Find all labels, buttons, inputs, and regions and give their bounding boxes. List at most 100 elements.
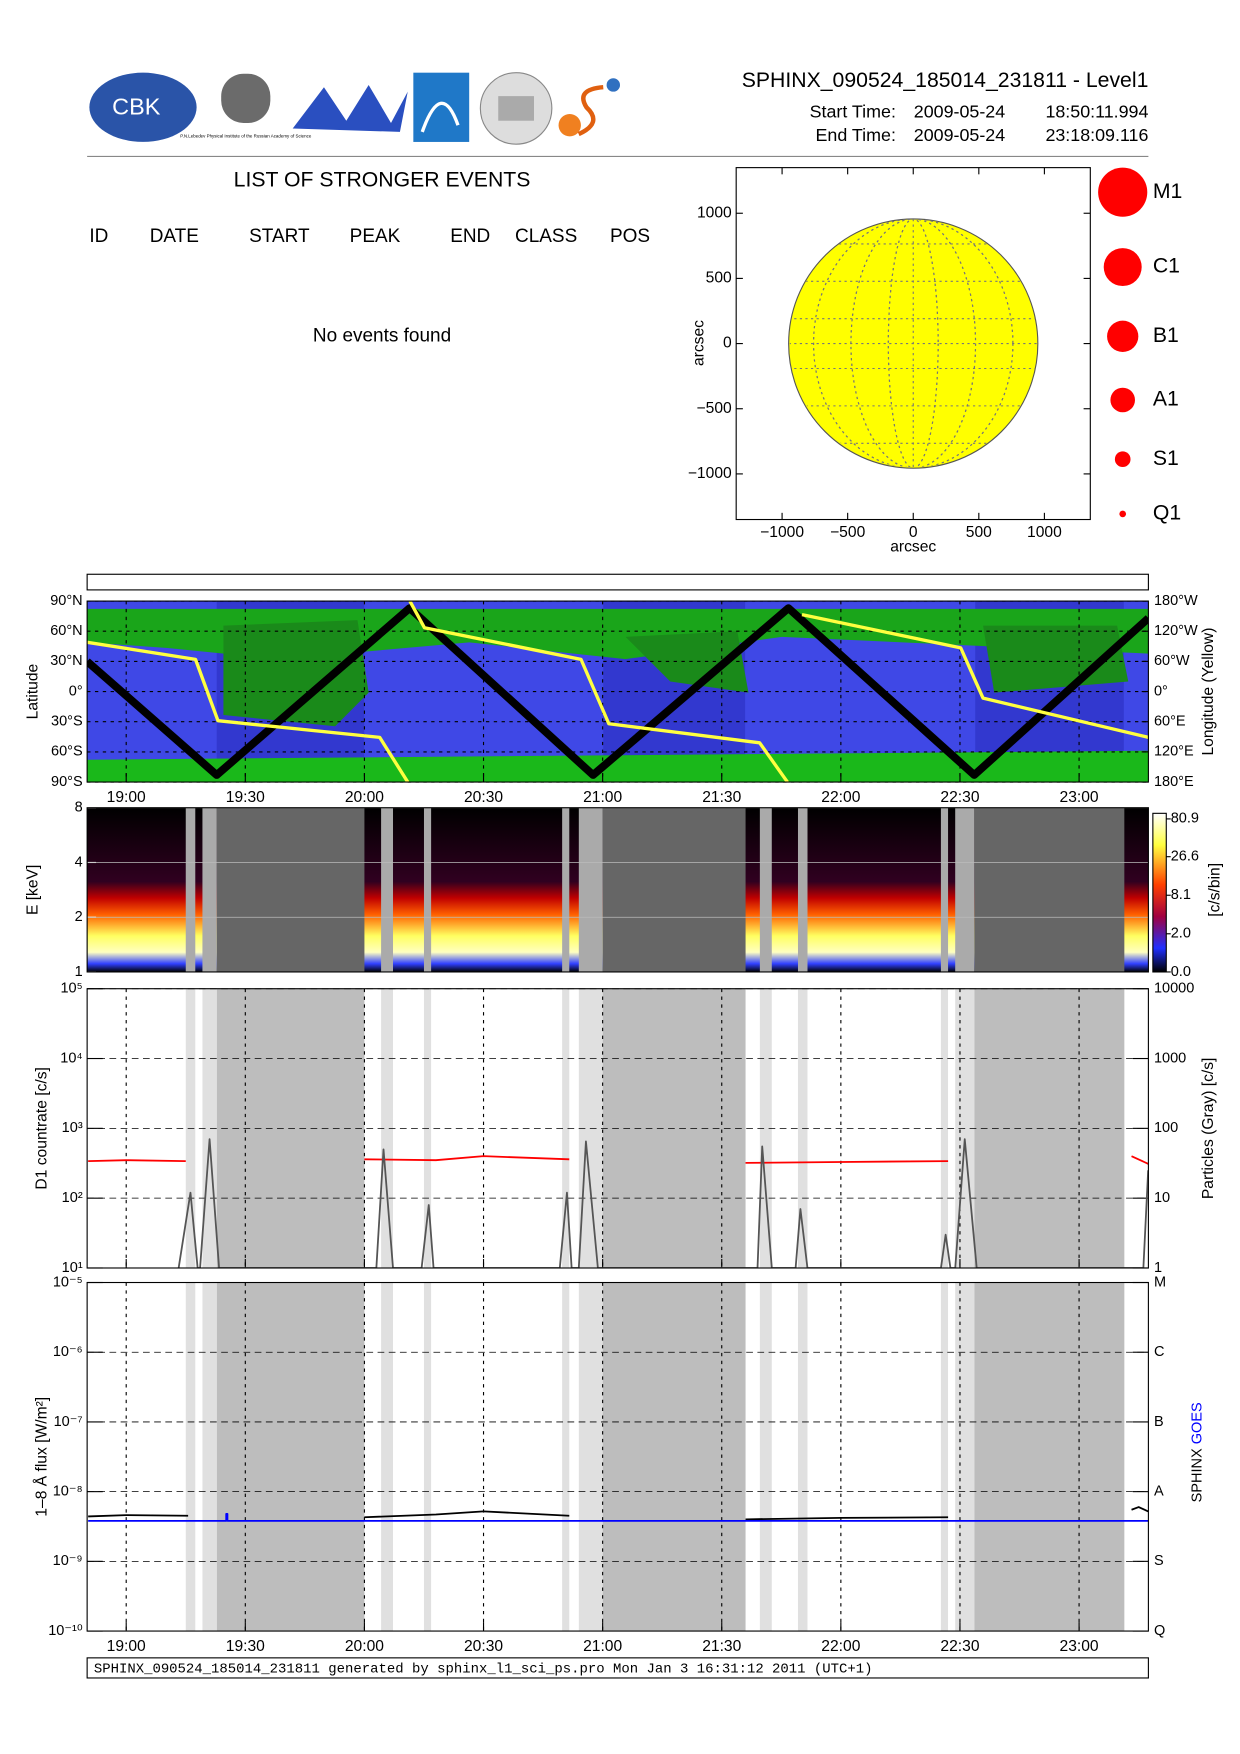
x-tick-label: 19:00: [107, 789, 146, 806]
data-gap: [423, 807, 432, 972]
legend-label: M1: [1153, 180, 1182, 203]
data-gap: [202, 1282, 217, 1632]
data-gap: [578, 1282, 603, 1632]
x-tick-label: 23:00: [1060, 789, 1099, 806]
y-tick-label: 10⁻¹⁰: [48, 1623, 83, 1639]
logo-4-arc: [420, 101, 460, 133]
y2-tick-label: 180°W: [1154, 593, 1198, 609]
data-gap: [216, 807, 365, 972]
column-header: DATE: [150, 226, 199, 247]
data-gap: [381, 1282, 394, 1632]
plot-frame: [86, 807, 1149, 973]
data-gap: [974, 1282, 1125, 1632]
data-gap: [185, 807, 196, 972]
y-tick-label: 10⁻⁹: [53, 1553, 83, 1569]
x-tick-label: 19:30: [226, 1638, 265, 1655]
plot-frame: [86, 1281, 1149, 1632]
data-gap: [602, 1282, 746, 1632]
y2-tick-label: S: [1154, 1553, 1164, 1569]
logo-5-building: [498, 96, 534, 121]
data-gap: [185, 1282, 196, 1632]
y2-tick-label: C: [1154, 1344, 1164, 1360]
x-tick-label: 0: [909, 524, 918, 541]
colorbar: [1152, 812, 1167, 973]
column-header: START: [249, 226, 310, 247]
y-tick-label: 10⁻⁸: [53, 1483, 83, 1499]
x-tick-label: 20:00: [345, 1638, 384, 1655]
data-gap: [202, 807, 217, 972]
data-line: [88, 1512, 1149, 1522]
logos: CBK P.N.Lebedev Physical Institute of th…: [89, 72, 620, 145]
plot-frame: [86, 988, 1149, 1269]
y-tick-label: 8: [75, 800, 83, 816]
colorbar-tick-label: 8.1: [1171, 887, 1191, 903]
data-gap: [216, 1282, 365, 1632]
legend-label: C1: [1153, 255, 1180, 278]
y-tick-label: 1000: [697, 204, 732, 221]
disk-grid: [789, 219, 1038, 468]
y-axis-label: E [keV]: [25, 865, 42, 915]
y-tick-label: 500: [706, 270, 732, 287]
legend-marker: [1110, 387, 1135, 413]
legend-label: B1: [1153, 324, 1179, 347]
x-tick-label: 22:00: [821, 1638, 860, 1655]
data-gap: [955, 807, 975, 972]
data-gap: [759, 1282, 772, 1632]
column-header: CLASS: [515, 226, 577, 247]
data-gap: [602, 807, 746, 972]
end-time: 23:18:09.116: [1045, 125, 1148, 145]
start-time: 18:50:11.994: [1045, 102, 1148, 122]
data-gap: [955, 1282, 975, 1632]
y-tick-label: 10⁵: [60, 981, 82, 997]
y2-tick-label: 0°: [1154, 683, 1168, 699]
y-tick-label: −1000: [688, 465, 732, 482]
data-gap: [423, 1282, 432, 1632]
y-axis-label: Latitude: [25, 664, 42, 720]
y-tick-label: 10³: [62, 1120, 83, 1136]
x-tick-label: 500: [966, 524, 992, 541]
data-gap: [759, 807, 772, 972]
data-gap: [381, 988, 394, 1268]
y-tick-label: 10⁻⁶: [53, 1344, 83, 1360]
end-label: End Time:: [816, 125, 896, 145]
y2-tick-label: 1000: [1154, 1050, 1186, 1066]
colorbar-tick-label: 80.9: [1171, 811, 1199, 827]
colorbar-tick-label: 2.0: [1171, 926, 1191, 942]
spacer: [1189, 1444, 1205, 1448]
cbk-text: CBK: [112, 94, 161, 120]
y-tick-label: 10⁻⁷: [54, 1414, 83, 1430]
y-tick-label: 10⁻⁵: [53, 1274, 83, 1290]
footer-box: [86, 1657, 1149, 1679]
y2-tick-label: B: [1154, 1414, 1164, 1430]
colorbar-label: [c/s/bin]: [1207, 863, 1224, 917]
data-gap: [974, 807, 1125, 972]
legend-label: A1: [1153, 388, 1179, 411]
column-header: END: [450, 226, 490, 247]
data-gap: [797, 807, 808, 972]
legend-marker: [1107, 320, 1139, 352]
y2-tick-label: 180°E: [1154, 774, 1194, 790]
x-tick-label: 22:30: [940, 1638, 979, 1655]
plot-frame: [86, 600, 1149, 783]
y-tick-label: 60°N: [50, 623, 82, 639]
x-tick-label: 23:00: [1060, 1638, 1099, 1655]
x-tick-label: 22:00: [821, 789, 860, 806]
y2-tick-label: M: [1154, 1274, 1166, 1290]
portrait: [221, 73, 271, 123]
y2-tick-label: 10000: [1154, 981, 1194, 997]
y-axis-label: D1 countrate [c/s]: [34, 1067, 51, 1189]
data-line: [177, 1138, 1149, 1268]
y2-tick-label: 120°E: [1154, 744, 1194, 760]
end-date: 2009-05-24: [914, 125, 1005, 145]
y-tick-label: 4: [75, 854, 83, 870]
y-tick-label: 90°S: [51, 774, 83, 790]
data-gap: [381, 807, 394, 972]
legend-marker: [1098, 167, 1148, 217]
y2-tick-label: 120°W: [1154, 623, 1198, 639]
colorbar-tick-label: 0.0: [1171, 964, 1191, 980]
y2-axis-label: Longitude (Yellow): [1200, 628, 1217, 756]
column-header: POS: [610, 226, 650, 247]
y-tick-label: 90°N: [50, 593, 82, 609]
x-tick-label: −500: [830, 524, 866, 541]
